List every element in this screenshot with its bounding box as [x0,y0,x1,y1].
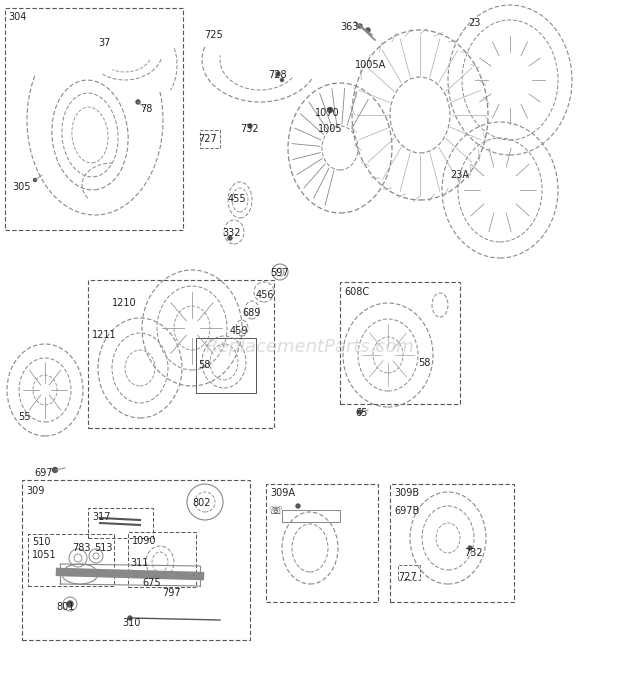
Circle shape [136,100,140,104]
Bar [266,484,378,602]
Text: 78: 78 [140,104,153,114]
Text: 317: 317 [92,512,110,522]
Text: 725: 725 [204,30,223,40]
Circle shape [280,78,283,82]
Text: 689: 689 [242,308,260,318]
Text: 1051: 1051 [32,550,56,560]
Text: 23: 23 [468,18,481,28]
Text: 309: 309 [26,486,45,496]
Bar [88,508,153,538]
Text: 332: 332 [222,228,241,238]
Circle shape [358,24,362,28]
Bar [88,280,274,428]
Text: 65: 65 [355,408,368,418]
Text: ☏: ☏ [268,506,282,516]
Text: 1210: 1210 [112,298,136,308]
Text: 697: 697 [34,468,53,478]
Text: 732: 732 [240,124,259,134]
Text: 513: 513 [94,543,112,553]
Text: 597: 597 [270,268,289,278]
Circle shape [53,468,58,473]
Bar [22,480,250,640]
Circle shape [468,546,472,550]
Text: ReplacementParts.com: ReplacementParts.com [206,337,414,356]
Text: 311: 311 [130,558,148,568]
Bar [390,484,514,602]
Text: 1070: 1070 [315,108,340,118]
Bar [196,338,256,393]
Text: 801: 801 [56,602,74,612]
Text: 309B: 309B [394,488,419,498]
Bar [28,534,114,586]
Circle shape [67,601,73,607]
Circle shape [228,236,232,240]
Text: 1090: 1090 [132,536,156,546]
Circle shape [128,616,132,620]
Text: 459: 459 [230,326,249,336]
Text: 58: 58 [418,358,430,368]
Circle shape [296,504,300,508]
Text: 55: 55 [18,412,30,422]
Bar [340,282,460,404]
Bar [5,8,183,230]
Text: 37: 37 [98,38,110,48]
Text: 1211: 1211 [92,330,117,340]
Text: 510: 510 [32,537,50,547]
Text: 456: 456 [256,290,275,300]
Text: 728: 728 [268,70,286,80]
Bar [128,532,196,587]
Text: 1005: 1005 [318,124,343,134]
Text: 783: 783 [72,543,91,553]
Text: 310: 310 [122,618,140,628]
Circle shape [276,72,280,76]
Text: 608C: 608C [344,287,369,297]
Circle shape [358,410,362,414]
Text: 58: 58 [198,360,210,370]
Text: 309A: 309A [270,488,295,498]
Bar [200,130,220,148]
Text: 305: 305 [12,182,30,192]
Text: 732: 732 [464,548,482,558]
Text: 727: 727 [198,134,217,144]
Text: 802: 802 [192,498,211,508]
Text: 797: 797 [162,588,180,598]
Circle shape [248,124,252,128]
Circle shape [366,28,370,32]
Text: 675: 675 [142,578,161,588]
Text: 697B: 697B [394,506,419,516]
Text: 727: 727 [398,572,417,582]
Text: 304: 304 [8,12,27,22]
Bar [398,565,420,580]
Text: 1005A: 1005A [355,60,386,70]
Text: 23A: 23A [450,170,469,180]
Text: 455: 455 [228,194,247,204]
Circle shape [327,107,332,112]
Text: 363: 363 [340,22,358,32]
Circle shape [33,179,37,182]
